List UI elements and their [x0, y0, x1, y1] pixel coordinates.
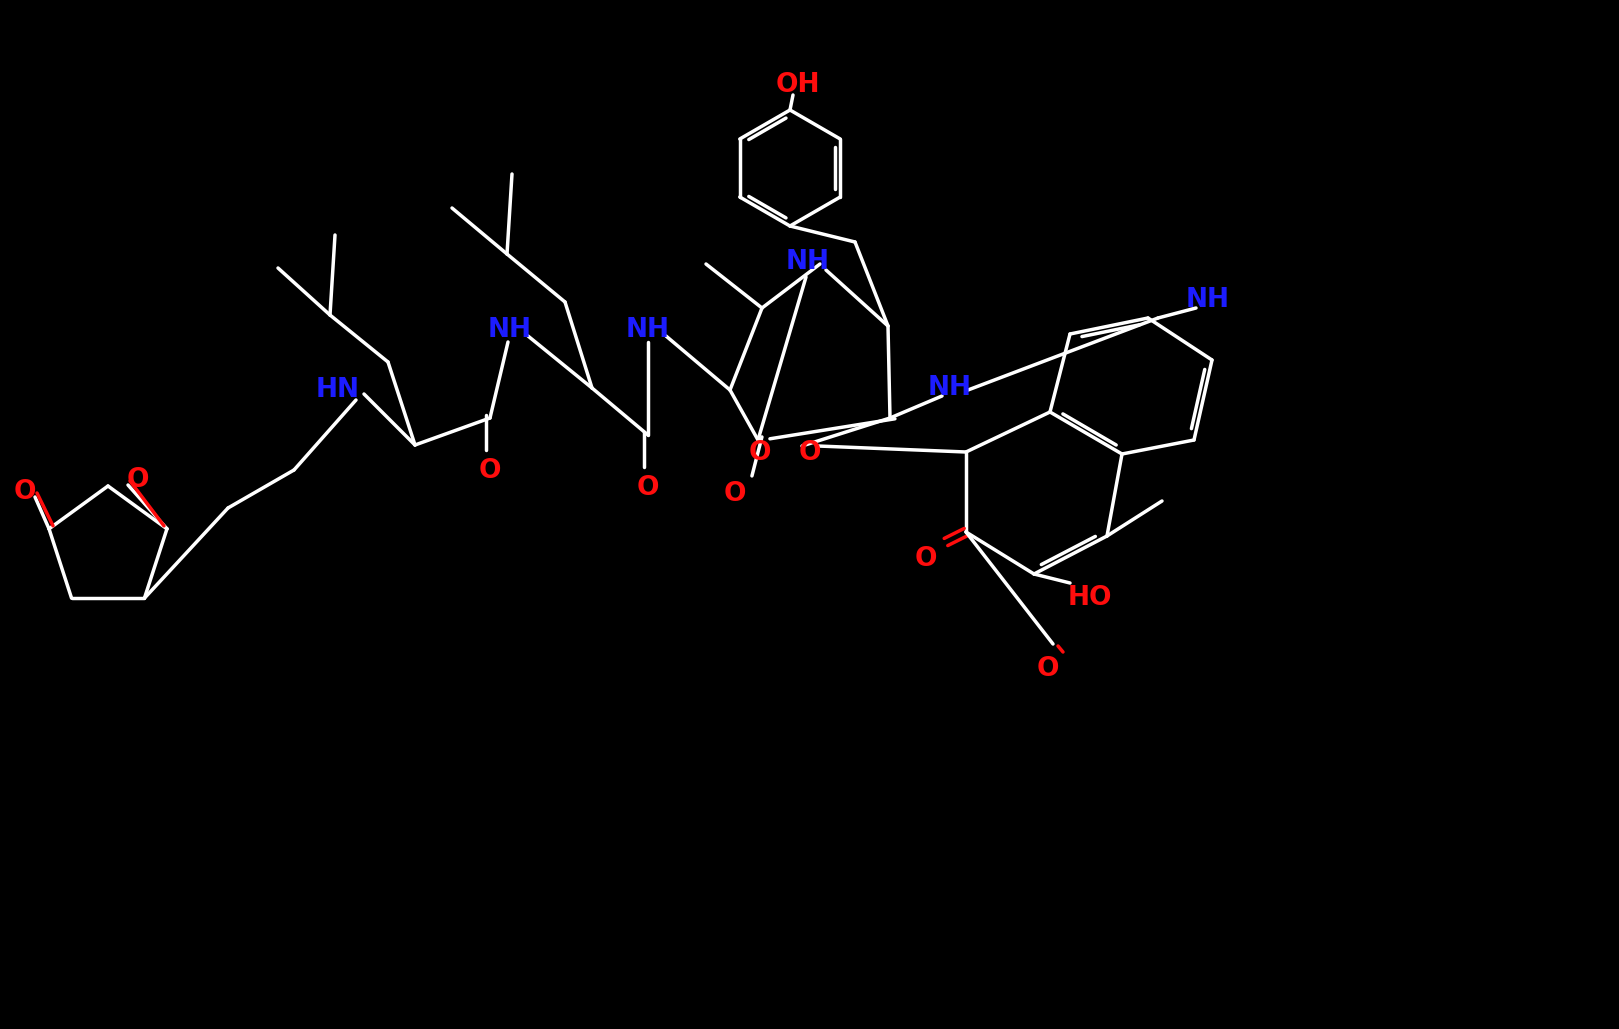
Text: OH: OH	[776, 72, 821, 98]
Text: NH: NH	[928, 375, 971, 401]
Text: NH: NH	[627, 317, 670, 343]
Text: O: O	[13, 480, 36, 505]
Text: NH: NH	[1187, 287, 1230, 313]
Text: O: O	[1036, 657, 1059, 682]
Text: O: O	[636, 475, 659, 501]
Text: O: O	[748, 440, 771, 466]
Text: NH: NH	[487, 317, 533, 343]
Text: O: O	[724, 481, 746, 507]
Text: O: O	[126, 467, 149, 493]
Text: HN: HN	[316, 377, 359, 403]
Text: HO: HO	[1069, 586, 1112, 611]
Text: O: O	[915, 546, 937, 572]
Text: NH: NH	[785, 249, 831, 275]
Text: O: O	[798, 440, 821, 466]
Text: O: O	[479, 458, 502, 484]
